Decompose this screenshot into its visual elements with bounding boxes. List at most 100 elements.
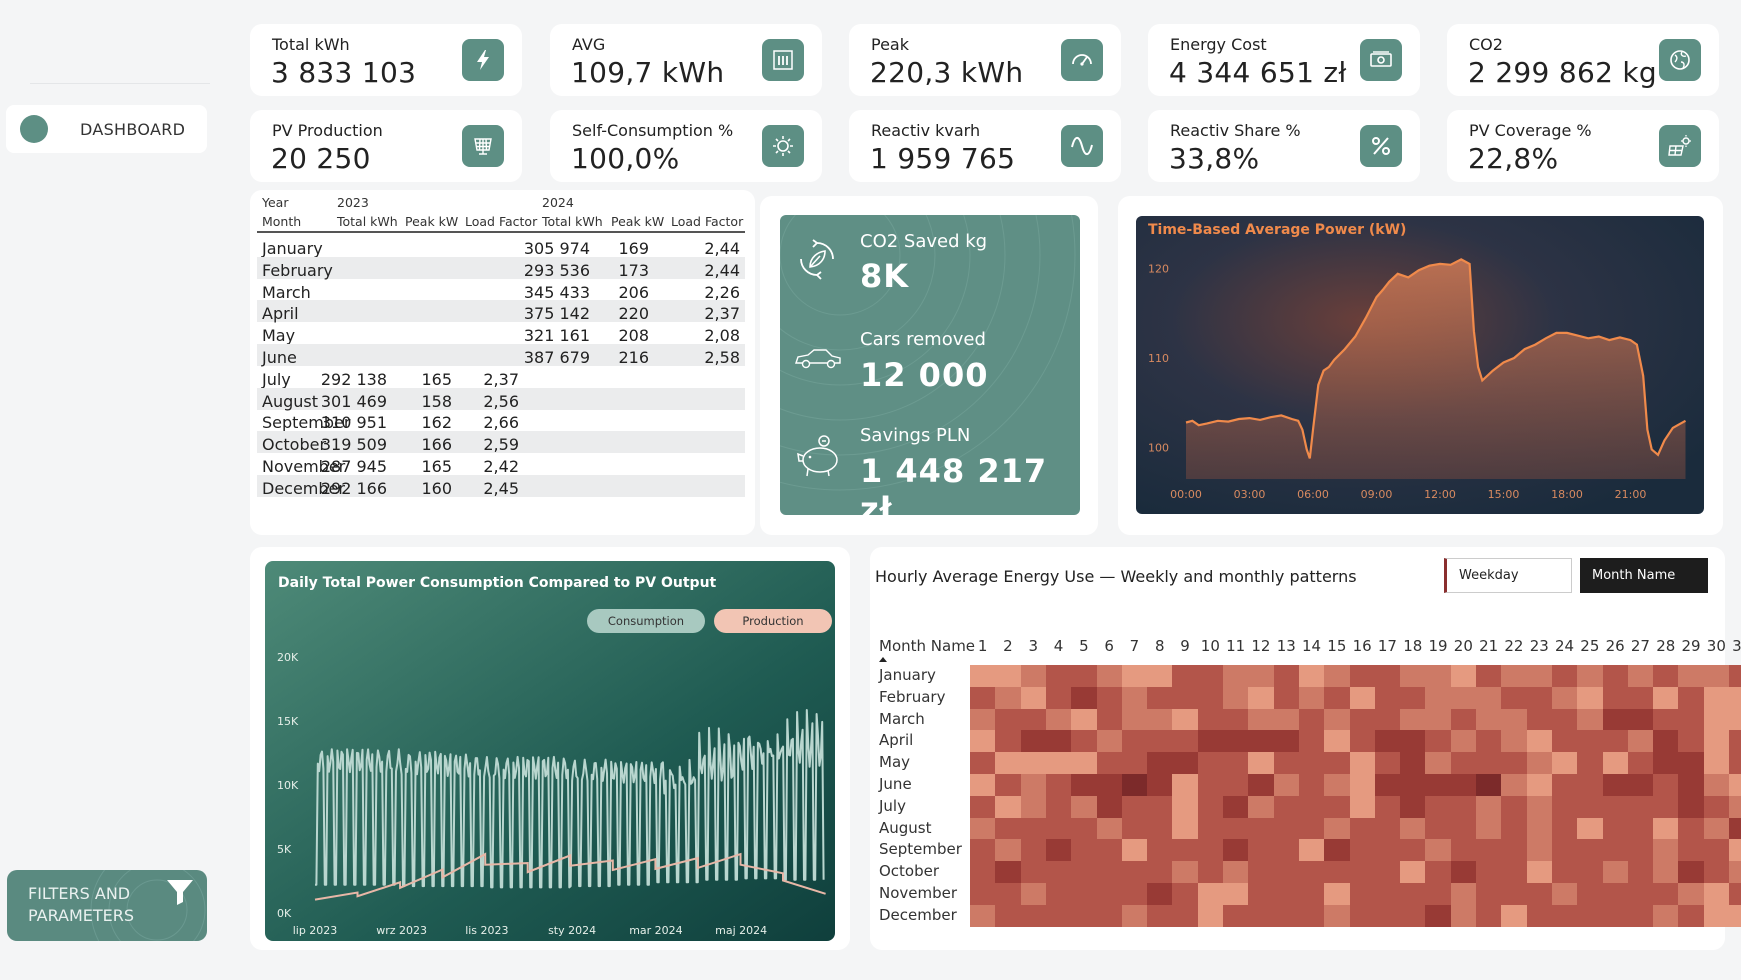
heatmap-cell[interactable]: [1678, 795, 1704, 818]
heatmap-cell[interactable]: [1324, 708, 1350, 731]
heatmap-cell[interactable]: [1172, 904, 1198, 927]
heatmap-cell[interactable]: [1349, 686, 1376, 709]
heatmap-cell[interactable]: [1071, 665, 1097, 688]
heatmap-cell[interactable]: [1577, 774, 1603, 797]
heatmap-cell[interactable]: [1045, 839, 1072, 862]
heatmap-cell[interactable]: [1349, 774, 1376, 797]
heatmap-cell[interactable]: [1121, 686, 1148, 709]
heatmap-cell[interactable]: [1729, 730, 1741, 753]
heatmap-cell[interactable]: [1476, 795, 1502, 818]
heatmap-cell[interactable]: [1501, 665, 1527, 688]
heatmap-cell[interactable]: [1627, 795, 1654, 818]
heatmap-cell[interactable]: [1248, 730, 1274, 753]
heatmap-cell[interactable]: [1602, 774, 1629, 797]
heatmap-cell[interactable]: [1273, 795, 1300, 818]
heatmap-cell[interactable]: [1324, 861, 1350, 884]
heatmap-cell[interactable]: [1526, 795, 1553, 818]
matrix-row[interactable]: December 292 166 160 2,45: [257, 474, 745, 498]
heatmap-cell[interactable]: [1096, 817, 1123, 840]
heatmap-cell[interactable]: [1703, 904, 1730, 927]
heatmap-cell[interactable]: [1551, 883, 1578, 906]
heatmap-cell[interactable]: [1020, 904, 1047, 927]
heatmap-cell[interactable]: [1577, 795, 1603, 818]
heatmap-cell[interactable]: [1273, 817, 1300, 840]
heatmap-cell[interactable]: [1071, 817, 1097, 840]
heatmap-cell[interactable]: [1324, 752, 1350, 775]
heatmap-cell[interactable]: [1298, 861, 1325, 884]
heatmap-cell[interactable]: [995, 904, 1021, 927]
heatmap-cell[interactable]: [1374, 774, 1401, 797]
heatmap-cell[interactable]: [1096, 795, 1123, 818]
heatmap-cell[interactable]: [1223, 665, 1249, 688]
heatmap-cell[interactable]: [1045, 817, 1072, 840]
heatmap-cell[interactable]: [1627, 861, 1654, 884]
heatmap-cell[interactable]: [1729, 904, 1741, 927]
heatmap-cell[interactable]: [1653, 774, 1679, 797]
heatmap-cell[interactable]: [1071, 774, 1097, 797]
heatmap-cell[interactable]: [1273, 665, 1300, 688]
heatmap-cell[interactable]: [1197, 708, 1224, 731]
heatmap-cell[interactable]: [1349, 795, 1376, 818]
heatmap-cell[interactable]: [1602, 861, 1629, 884]
heatmap-cell[interactable]: [1551, 665, 1578, 688]
heatmap-cell[interactable]: [1653, 817, 1679, 840]
heatmap-cell[interactable]: [1020, 883, 1047, 906]
heatmap-cell[interactable]: [1577, 904, 1603, 927]
heatmap-cell[interactable]: [1020, 774, 1047, 797]
heatmap-cell[interactable]: [1400, 708, 1426, 731]
heatmap-cell[interactable]: [1400, 752, 1426, 775]
heatmap-cell[interactable]: [1476, 861, 1502, 884]
heatmap-cell[interactable]: [1273, 774, 1300, 797]
heatmap-cell[interactable]: [1096, 752, 1123, 775]
heatmap-cell[interactable]: [1627, 883, 1654, 906]
heatmap-cell[interactable]: [1400, 883, 1426, 906]
heatmap-cell[interactable]: [1653, 686, 1679, 709]
heatmap-cell[interactable]: [1425, 665, 1451, 688]
legend-consumption-chip[interactable]: [587, 609, 705, 633]
heatmap-cell[interactable]: [1602, 752, 1629, 775]
heatmap-cell[interactable]: [1071, 708, 1097, 731]
heatmap-cell[interactable]: [1071, 839, 1097, 862]
heatmap-cell[interactable]: [1678, 883, 1704, 906]
heatmap-cell[interactable]: [1020, 839, 1047, 862]
heatmap-cell[interactable]: [1425, 839, 1451, 862]
heatmap-cell[interactable]: [1450, 774, 1477, 797]
heatmap-cell[interactable]: [1501, 817, 1527, 840]
heatmap-cell[interactable]: [970, 861, 996, 884]
heatmap-cell[interactable]: [1653, 795, 1679, 818]
heatmap-cell[interactable]: [1045, 708, 1072, 731]
heatmap-cell[interactable]: [970, 752, 996, 775]
matrix-col-header[interactable]: Peak kW: [611, 214, 665, 229]
heatmap-cell[interactable]: [1703, 861, 1730, 884]
heatmap-cell[interactable]: [970, 686, 996, 709]
heatmap-cell[interactable]: [1374, 839, 1401, 862]
heatmap-cell[interactable]: [1298, 795, 1325, 818]
heatmap-cell[interactable]: [1349, 904, 1376, 927]
heatmap-cell[interactable]: [1172, 883, 1198, 906]
heatmap-cell[interactable]: [1248, 861, 1274, 884]
heatmap-cell[interactable]: [1197, 774, 1224, 797]
heatmap-cell[interactable]: [1197, 730, 1224, 753]
heatmap-cell[interactable]: [1526, 883, 1553, 906]
heatmap-cell[interactable]: [1096, 665, 1123, 688]
heatmap-cell[interactable]: [1045, 795, 1072, 818]
heatmap-cell[interactable]: [1147, 861, 1173, 884]
heatmap-row-header[interactable]: Month Name: [879, 637, 976, 655]
heatmap-cell[interactable]: [1248, 686, 1274, 709]
heatmap-cell[interactable]: [1197, 665, 1224, 688]
heatmap-cell[interactable]: [1526, 904, 1553, 927]
heatmap-cell[interactable]: [1729, 665, 1741, 688]
heatmap-cell[interactable]: [1096, 686, 1123, 709]
heatmap-cell[interactable]: [1071, 752, 1097, 775]
heatmap-cell[interactable]: [1577, 839, 1603, 862]
heatmap-cell[interactable]: [1551, 774, 1578, 797]
heatmap-cell[interactable]: [1045, 861, 1072, 884]
heatmap-cell[interactable]: [1551, 752, 1578, 775]
heatmap-cell[interactable]: [1551, 730, 1578, 753]
matrix-row[interactable]: May 321 161 208 2,08: [257, 322, 745, 345]
heatmap-cell[interactable]: [1400, 774, 1426, 797]
heatmap-cell[interactable]: [1653, 730, 1679, 753]
heatmap-cell[interactable]: [1298, 817, 1325, 840]
heatmap-cell[interactable]: [1298, 665, 1325, 688]
heatmap-cell[interactable]: [1223, 752, 1249, 775]
